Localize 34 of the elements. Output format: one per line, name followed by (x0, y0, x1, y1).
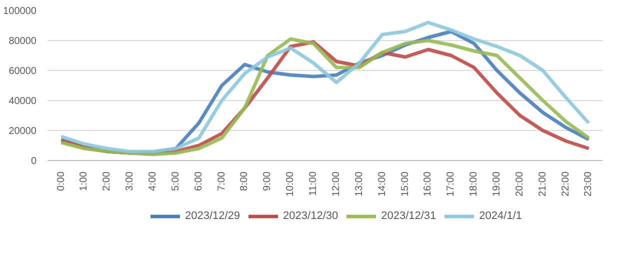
legend-label: 2023/12/29 (184, 210, 240, 222)
x-tick-label: 15:00 (400, 171, 411, 197)
legend-label: 2023/12/31 (381, 210, 436, 222)
x-tick-label: 9:00 (262, 171, 274, 191)
x-tick-label: 1:00 (78, 171, 90, 191)
x-tick-label: 13:00 (354, 171, 365, 197)
legend-label: 2024/1/1 (479, 210, 522, 222)
x-tick-label: 4:00 (147, 171, 158, 191)
y-tick-label: 80000 (8, 36, 37, 47)
y-tick-label: 60000 (8, 66, 37, 77)
x-tick-label: 0:00 (56, 171, 67, 191)
y-tick-label: 100000 (3, 6, 37, 17)
x-tick-label: 3:00 (124, 171, 136, 191)
x-tick-label: 7:00 (216, 171, 228, 191)
x-tick-label: 21:00 (537, 171, 548, 197)
x-tick-label: 19:00 (492, 171, 503, 197)
x-tick-label: 10:00 (285, 171, 296, 197)
x-tick-label: 17:00 (446, 171, 457, 197)
x-tick-label: 23:00 (583, 171, 594, 197)
x-tick-label: 8:00 (239, 171, 250, 191)
x-tick-label: 2:00 (102, 171, 113, 191)
y-tick-label: 40000 (8, 96, 37, 107)
x-tick-label: 5:00 (170, 171, 182, 191)
x-tick-label: 18:00 (468, 171, 480, 197)
y-tick-label: 20000 (8, 126, 37, 137)
x-tick-label: 12:00 (330, 171, 342, 197)
y-tick-label: 0 (30, 156, 37, 167)
x-tick-label: 14:00 (376, 171, 388, 197)
x-tick-label: 11:00 (308, 171, 320, 196)
x-tick-label: 20:00 (514, 171, 526, 197)
x-tick-label: 6:00 (193, 171, 204, 191)
x-tick-label: 16:00 (422, 171, 434, 197)
legend-label: 2023/12/30 (283, 210, 338, 222)
x-tick-label: 22:00 (560, 171, 572, 197)
